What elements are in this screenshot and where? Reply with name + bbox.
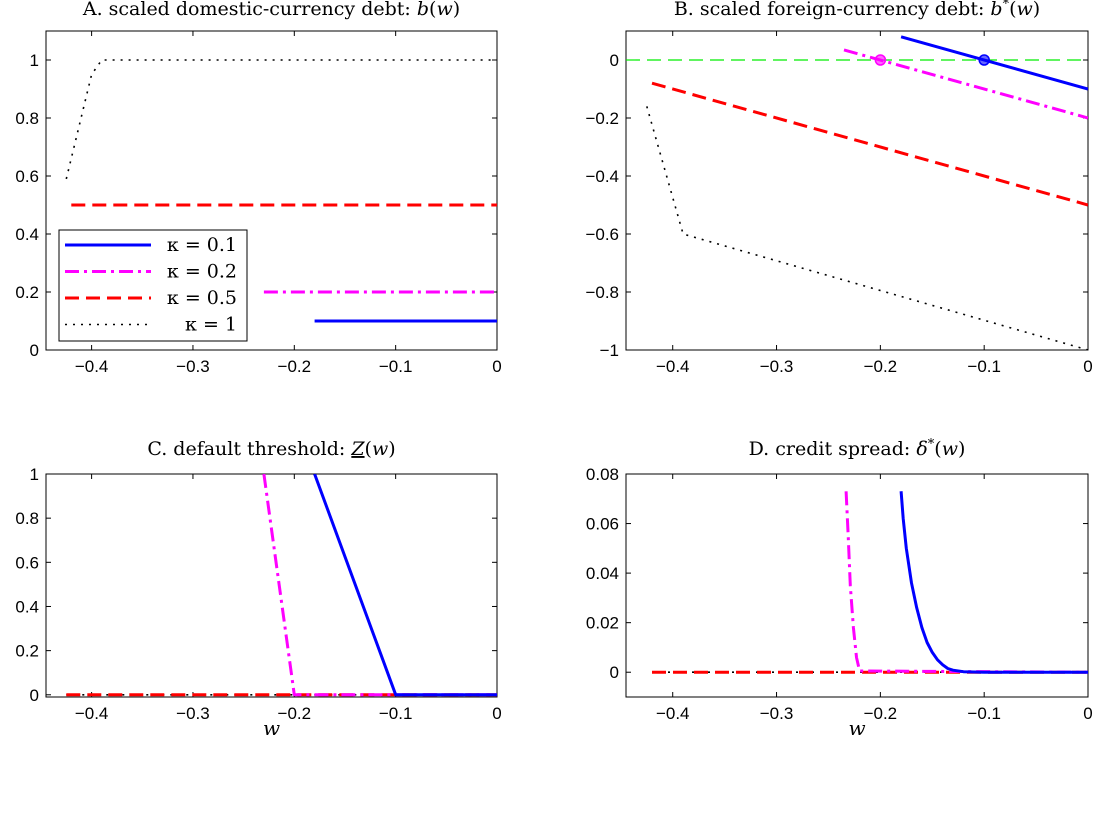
x-tick-label: −0.4	[656, 357, 690, 376]
x-tick-label: 0	[492, 704, 501, 723]
panel-d: −0.4 −0.3 −0.2 −0.1 0 0 0.02 0.04 0.06 0.08 D. cre…	[586, 437, 1093, 740]
legend-entry: κ = 0.5	[167, 287, 237, 309]
y-tick-label: 0.02	[586, 614, 619, 633]
panel-c: −0.4 −0.3 −0.2 −0.1 0 0 0.2 0.4 0.6 0.8 1 C. defaul…	[15, 438, 501, 740]
y-tick-label: 0.8	[15, 109, 39, 128]
y-tick-label: 0.4	[15, 597, 39, 616]
y-tick-label: 0.08	[586, 465, 619, 484]
panel-title: A. scaled domestic-currency debt: b(w)	[82, 0, 460, 20]
x-tick-label: −0.1	[379, 704, 413, 723]
x-tick-label: −0.3	[176, 357, 210, 376]
plot-area	[626, 35, 1088, 350]
x-tick-label: 0	[1083, 357, 1092, 376]
y-tick-label: −0.4	[585, 167, 619, 186]
y-tick-label: 0.06	[586, 515, 619, 534]
x-tick-label: −0.3	[176, 704, 210, 723]
x-tick-label: −0.1	[967, 357, 1001, 376]
y-tick-label: 0.04	[586, 564, 619, 583]
panel-title: B. scaled foreign-currency debt: b*(w)	[674, 0, 1040, 20]
y-tick-label: 0.2	[15, 642, 39, 661]
data-point-marker	[978, 54, 990, 66]
series-line	[844, 491, 1088, 674]
plot-frame	[625, 30, 1089, 351]
series-line	[313, 474, 497, 697]
y-tick-label: 0	[610, 51, 619, 70]
panel-title: C. default threshold: Z(w)	[147, 438, 395, 460]
data-point-marker	[874, 54, 887, 66]
legend: κ = 0.1 κ = 0.2 κ = 0.5 κ = 1	[58, 229, 248, 342]
plot-frame	[45, 473, 498, 698]
y-tick-label: −1	[600, 341, 619, 360]
x-tick-label: −0.4	[75, 704, 109, 723]
plot-area	[65, 59, 497, 323]
x-tick-label: −0.2	[864, 704, 898, 723]
y-tick-label: 0.6	[15, 167, 39, 186]
x-tick-label: −0.3	[760, 357, 794, 376]
y-tick-label: −0.8	[585, 283, 619, 302]
legend-entry: κ = 0.2	[167, 261, 237, 283]
series-line	[900, 35, 1088, 91]
legend-entry: κ = 0.1	[167, 234, 237, 256]
y-tick-label: 1	[30, 51, 39, 70]
x-tick-label: 0	[1083, 704, 1092, 723]
panel-title: D. credit spread: δ*(w)	[749, 437, 966, 460]
legend-box	[58, 229, 248, 342]
x-tick-label: −0.1	[967, 704, 1001, 723]
y-tick-label: 1	[30, 465, 39, 484]
y-tick-label: 0	[30, 341, 39, 360]
series-line	[899, 491, 1088, 674]
y-tick-label: 0	[610, 663, 619, 682]
x-tick-label: −0.3	[760, 704, 794, 723]
x-tick-label: −0.2	[278, 704, 312, 723]
x-tick-label: −0.2	[864, 357, 898, 376]
y-tick-label: −0.2	[585, 109, 619, 128]
panel-a: −0.4 −0.3 −0.2 −0.1 0 0 0.2 0.4 0.6 0.8 1 A. scaled…	[15, 0, 501, 376]
y-tick-label: 0.6	[15, 553, 39, 572]
plot-area	[652, 491, 1088, 674]
x-axis-label: w	[263, 716, 280, 740]
x-tick-label: −0.4	[656, 704, 690, 723]
y-tick-label: 0.4	[15, 225, 39, 244]
x-axis-label: w	[848, 716, 865, 740]
y-tick-label: 0.8	[15, 509, 39, 528]
panel-b: −0.4 −0.3 −0.2 −0.1 0 −1 −0.8 −0.6 −0.4 −0.2 0 B. s…	[585, 0, 1092, 376]
x-tick-label: 0	[492, 357, 501, 376]
x-tick-label: −0.4	[75, 357, 109, 376]
x-tick-label: −0.1	[379, 357, 413, 376]
legend-entry: κ = 1	[185, 314, 237, 336]
x-tick-label: −0.2	[278, 357, 312, 376]
y-tick-label: −0.6	[585, 225, 619, 244]
y-tick-label: 0	[30, 686, 39, 705]
plot-area	[66, 474, 497, 697]
series-line	[651, 81, 1088, 207]
y-tick-label: 0.2	[15, 283, 39, 302]
